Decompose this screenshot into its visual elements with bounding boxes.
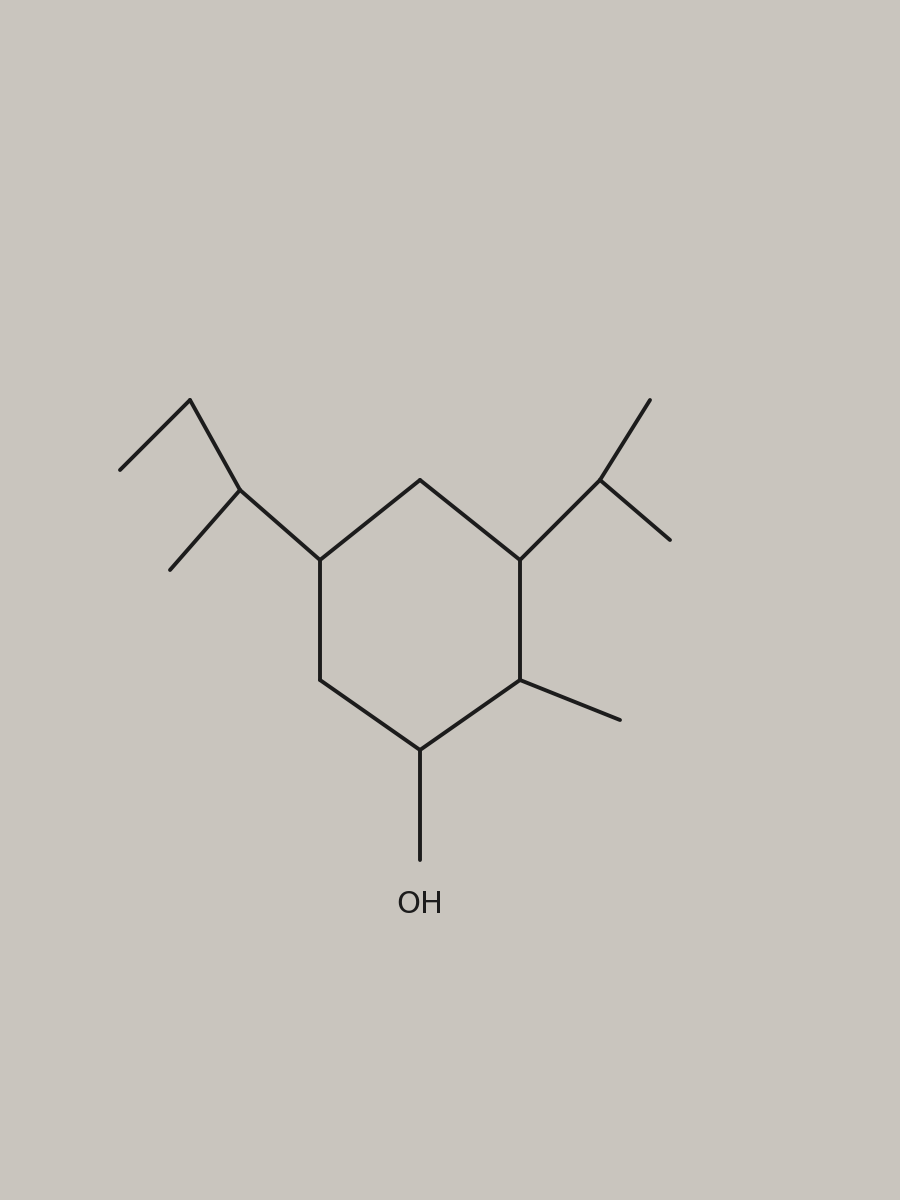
Text: OH: OH: [397, 890, 444, 919]
